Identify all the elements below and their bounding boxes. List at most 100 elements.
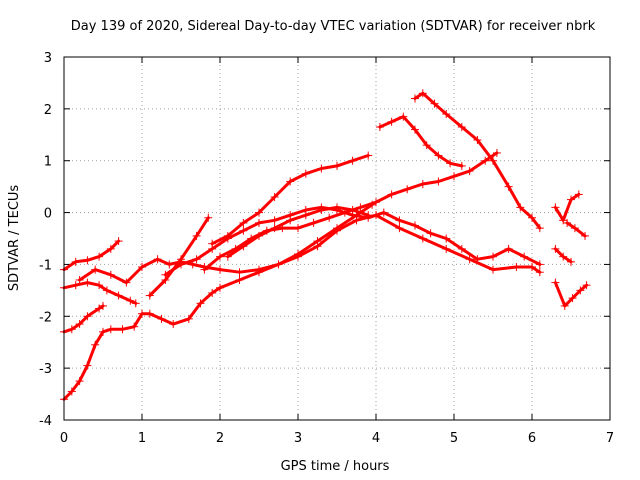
data-point (582, 281, 591, 290)
data-point (516, 203, 525, 212)
data-point (434, 177, 443, 186)
data-point (138, 263, 146, 272)
data-point (512, 263, 521, 272)
data-point (270, 193, 279, 202)
data-point (177, 260, 185, 269)
data-point (235, 268, 244, 277)
axis-ticks: 0 1 2 3 4 5 6 7 -4 -3 -2 -1 0 1 2 3 (39, 51, 614, 446)
data-point (106, 325, 115, 334)
data-point (442, 234, 451, 243)
y-axis-label: SDTVAR / TECUs (7, 185, 22, 292)
data-point (204, 213, 213, 222)
y-tick-label: -2 (39, 310, 52, 325)
series-line (378, 115, 464, 168)
data-point (489, 265, 497, 274)
data-point (71, 257, 80, 266)
data-point (83, 361, 92, 370)
data-point (75, 377, 84, 386)
data-point (535, 260, 544, 269)
data-point (348, 156, 357, 165)
series-track-8 (200, 148, 501, 274)
data-point (196, 299, 205, 308)
data-point (71, 281, 80, 290)
data-point (216, 265, 224, 274)
data-point (570, 224, 579, 233)
data-point (481, 156, 490, 165)
data-point (153, 255, 162, 264)
data-point (504, 182, 513, 191)
data-point (208, 288, 217, 297)
series-track-16 (551, 278, 591, 310)
data-point (442, 244, 451, 253)
x-axis-label: GPS time / hours (281, 459, 390, 474)
data-point (114, 237, 123, 246)
series-track-10 (223, 203, 373, 261)
data-point (313, 242, 322, 251)
data-point (131, 299, 140, 308)
data-point (286, 216, 295, 225)
data-point (411, 125, 419, 134)
data-point (67, 325, 76, 334)
data-point (567, 195, 575, 204)
x-tick-label: 3 (294, 431, 302, 446)
data-point (75, 275, 84, 284)
data-point (395, 224, 404, 233)
data-point (145, 291, 154, 300)
x-tick-label: 7 (606, 431, 614, 446)
series-track-1 (60, 237, 123, 274)
data-point (333, 203, 341, 212)
x-tick-label: 5 (450, 431, 458, 446)
data-point (418, 234, 427, 243)
data-point (387, 117, 396, 126)
series-track-9 (208, 151, 373, 248)
data-point (446, 159, 455, 168)
series-line (565, 221, 587, 238)
data-point (138, 309, 146, 318)
data-point (165, 260, 174, 269)
data-point (106, 270, 115, 279)
data-point (559, 252, 568, 261)
data-point (91, 340, 100, 349)
data-point (145, 309, 154, 318)
data-point (528, 213, 536, 222)
data-point (364, 211, 373, 220)
data-point (192, 231, 201, 240)
data-point (457, 161, 466, 170)
data-point (399, 112, 408, 121)
data-point (450, 172, 458, 181)
data-point (95, 252, 104, 261)
data-point (216, 252, 224, 261)
data-point (352, 216, 361, 225)
series-line (226, 205, 370, 259)
data-point (301, 169, 310, 178)
data-point (114, 291, 123, 300)
series-line (62, 304, 105, 334)
data-point (192, 255, 201, 264)
x-tick-label: 6 (528, 431, 536, 446)
data-point (317, 164, 326, 173)
data-point (294, 224, 302, 233)
data-point (200, 265, 209, 274)
data-point (216, 283, 224, 292)
data-point (255, 218, 263, 227)
data-point (161, 270, 170, 279)
data-point (286, 177, 295, 186)
data-point (568, 294, 577, 303)
data-point (403, 185, 412, 194)
data-point (309, 218, 318, 227)
data-point (465, 167, 474, 176)
data-point (270, 216, 279, 225)
data-point (130, 322, 139, 331)
series-track-15 (551, 244, 575, 266)
data-point (255, 265, 263, 274)
data-point (239, 226, 248, 235)
data-point (560, 301, 569, 310)
x-tick-label: 0 (60, 431, 68, 446)
series-line (62, 239, 121, 272)
data-point (83, 256, 92, 265)
data-point (411, 221, 419, 230)
x-tick-label: 1 (138, 431, 146, 446)
data-point (67, 387, 76, 396)
data-point (126, 296, 135, 305)
data-point (574, 190, 583, 199)
